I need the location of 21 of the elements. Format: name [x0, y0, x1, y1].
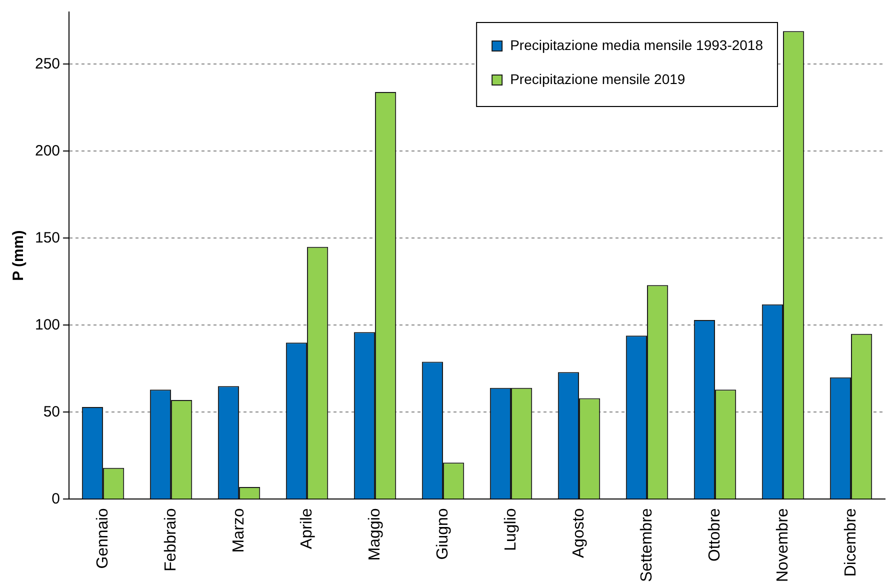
x-tick-label: Giugno [434, 508, 452, 560]
y-tick-label: 50 [43, 403, 60, 420]
y-tick-label: 250 [34, 55, 60, 72]
legend-label: Precipitazione media mensile 1993-2018 [510, 36, 764, 53]
x-tick-label: Gennaio [94, 508, 112, 569]
x-tick-label: Dicembre [842, 508, 860, 577]
x-tick-label: Maggio [366, 508, 384, 561]
y-axis-title: P (mm) [10, 230, 28, 281]
legend-label: Precipitazione mensile 2019 [510, 70, 686, 87]
x-tick-label: Ottobre [706, 508, 724, 562]
x-tick-label: Marzo [230, 508, 248, 553]
y-tick-label: 0 [52, 490, 60, 508]
y-tick-label: 100 [34, 316, 60, 334]
x-tick-label: Novembre [774, 508, 792, 582]
x-tick-label: Luglio [502, 508, 520, 551]
x-tick-label: Aprile [298, 508, 316, 550]
y-tick-label: 150 [34, 229, 60, 246]
y-tick-label: 200 [34, 142, 60, 160]
x-tick-label: Settembre [638, 508, 656, 582]
x-tick-label: Febbraio [162, 508, 180, 572]
x-tick-label: Agosto [570, 508, 588, 558]
